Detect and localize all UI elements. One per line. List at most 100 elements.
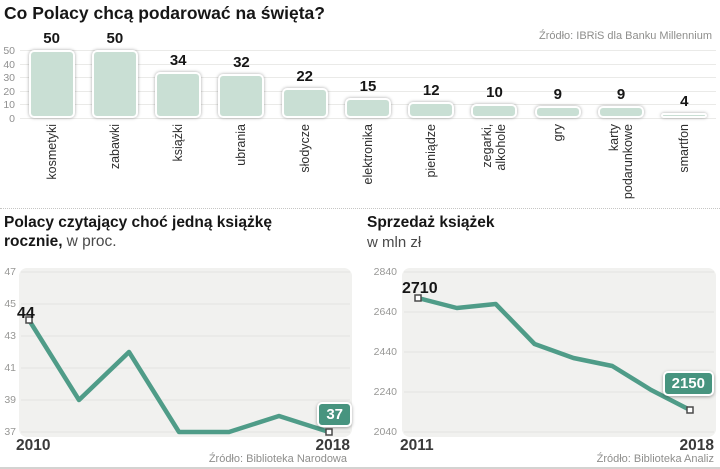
bar-column: 12: [400, 50, 463, 118]
bar-category-column: gry: [526, 124, 589, 208]
bar-category-label: książki: [171, 124, 186, 162]
y-axis-tick-label: 41: [4, 362, 16, 374]
sales-chart-source: Źródło: Biblioteka Analiz: [596, 453, 714, 465]
reading-x-axis-label-end: 2018: [315, 437, 350, 454]
sales-chart-title: Sprzedaż książek: [367, 214, 495, 231]
y-axis-tick-label: 47: [4, 266, 16, 278]
reading-chart-panel: Polacy czytający choć jedną książkę rocz…: [0, 208, 360, 469]
bar-category-label: zabawki: [107, 124, 122, 170]
bar: [28, 50, 75, 118]
reading-last-value-badge: 37: [317, 402, 352, 427]
bar-category-label: smartfon: [677, 124, 692, 173]
bar-category-label: ubrania: [234, 124, 249, 166]
bottom-border: [0, 467, 720, 469]
sales-chart-subtitle: w mln zł: [367, 234, 422, 251]
bar-value-label: 4: [680, 92, 689, 110]
bar-column: 32: [210, 50, 273, 118]
bar-category-column: pieniądze: [400, 124, 463, 208]
y-axis-tick-label: 10: [3, 99, 15, 112]
bar-value-label: 9: [616, 85, 626, 103]
bar-category-label: kosmetyki: [44, 124, 59, 180]
sales-x-axis-label-end: 2018: [679, 437, 714, 454]
sales-chart-svg: [402, 268, 716, 437]
bar-category-label: zegarki, alkohole: [480, 124, 509, 171]
sales-line: [415, 295, 693, 413]
bar: [661, 112, 708, 118]
bar-category-column: karty podarunkowe: [589, 124, 652, 208]
y-axis-tick-label: 43: [4, 330, 16, 342]
bar-category-column: zabawki: [83, 124, 146, 208]
bar-chart-y-axis: 50 40 30 20 10 0: [0, 45, 17, 125]
bar-category-label: pieniądze: [424, 124, 439, 178]
bar-chart-source: Źródło: IBRiS dla Banku Millennium: [538, 30, 712, 42]
bar: [471, 104, 518, 118]
bar: [344, 97, 391, 118]
bar-value-label: 50: [43, 30, 60, 47]
bar-value-label: 50: [106, 30, 124, 47]
bar-chart-category-labels: kosmetyki zabawki książki ubrania słodycze el…: [20, 124, 716, 208]
reading-chart-source: Źródło: Biblioteka Narodowa: [208, 453, 347, 465]
bar-value-label: 12: [422, 81, 440, 99]
section-divider: [0, 208, 720, 209]
bar-value-label: 15: [359, 77, 377, 95]
bar-column: 4: [653, 50, 716, 118]
y-axis-tick-label: 37: [4, 426, 16, 438]
gridline: [20, 118, 716, 119]
reading-first-point-label: 44: [17, 305, 35, 322]
bar-chart-plot: 50 50 34 32 22 15 12 10 9 9 4: [20, 30, 716, 118]
bar-column: 22: [273, 50, 336, 118]
bar-category-label: słodycze: [297, 124, 312, 173]
bar-category-column: kosmetyki: [20, 124, 83, 208]
bar-column: 34: [147, 50, 210, 118]
bar-category-label: elektronika: [360, 124, 375, 185]
bar: [534, 105, 581, 118]
y-axis-tick-label: 45: [4, 298, 16, 310]
sales-x-axis-label-start: 2011: [400, 437, 434, 454]
reading-chart-title-unit: w proc.: [66, 233, 117, 250]
plot-background: [19, 268, 352, 437]
bar-chart-title: Co Polacy chcą podarować na święta?: [4, 3, 325, 23]
bar-column: 10: [463, 50, 526, 118]
bar-value-label: 10: [486, 84, 503, 102]
y-axis-tick-label: 40: [3, 58, 15, 71]
bar-value-label: 9: [553, 85, 562, 103]
bar-category-column: zegarki, alkohole: [463, 124, 526, 208]
y-axis-tick-label: 0: [9, 113, 15, 125]
y-axis-tick-label: 2840: [373, 266, 397, 278]
sales-last-value-badge: 2150: [662, 371, 714, 396]
bar-category-column: ubrania: [210, 124, 273, 208]
gridline: [20, 63, 716, 65]
bar-category-column: smartfon: [653, 124, 716, 208]
bar-column: 50: [83, 30, 146, 118]
bar-column: 50: [20, 30, 83, 118]
y-axis-tick-label: 39: [4, 394, 16, 406]
gridline: [20, 50, 716, 51]
sales-chart-panel: Sprzedaż książek w mln zł 2840 2640 2440 22…: [360, 208, 720, 469]
y-axis-tick-label: 20: [3, 85, 15, 98]
reading-chart-title-line1: Polacy czytający choć jedną książkę: [4, 214, 272, 231]
reading-line: [26, 317, 332, 435]
bar-category-column: słodycze: [273, 124, 336, 208]
data-point-marker: [686, 406, 694, 414]
gridline: [20, 90, 716, 92]
data-point-marker: [325, 428, 333, 436]
bar: [281, 88, 328, 118]
bar-value-label: 34: [169, 51, 187, 69]
reading-chart-title-line2: rocznie, w proc.: [4, 233, 117, 251]
bar: [598, 105, 645, 118]
bar: [218, 74, 265, 118]
bar: [408, 101, 455, 118]
y-axis-tick-label: 50: [3, 45, 15, 57]
bar-column: 15: [336, 50, 399, 118]
y-axis-tick-label: 2440: [373, 346, 397, 358]
y-axis-tick-label: 2640: [373, 306, 397, 318]
y-axis-tick-label: 30: [3, 72, 15, 85]
data-point-marker: [414, 294, 422, 302]
sales-first-point-label: 2710: [402, 280, 438, 297]
y-axis-tick-label: 2240: [373, 386, 397, 398]
bar-column: 9: [589, 50, 652, 118]
bar-category-column: książki: [147, 124, 210, 208]
bar-column: 9: [526, 50, 589, 118]
bar: [155, 71, 202, 118]
